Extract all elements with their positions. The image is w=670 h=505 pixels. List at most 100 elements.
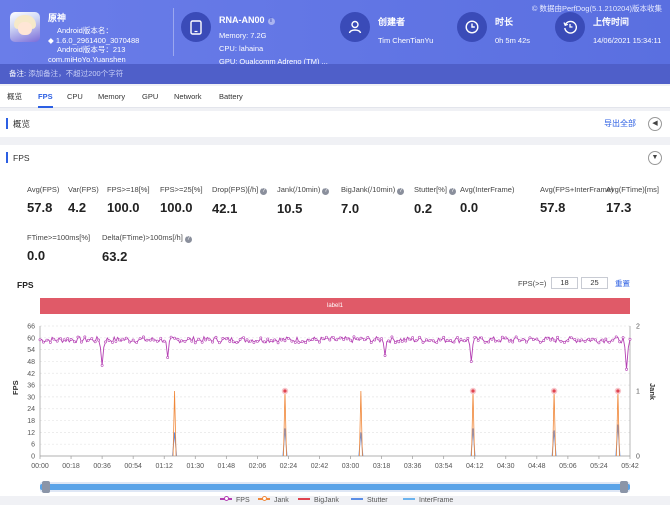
remark-bar[interactable]: 备注: 添加备注，不超过200个字符 [0, 64, 670, 84]
metric-value: 17.3 [606, 200, 632, 215]
x-tick-label: 02:42 [311, 463, 329, 470]
x-tick-label: 01:48 [218, 463, 236, 470]
fps-point [366, 335, 370, 339]
legend-item-fps[interactable]: FPS [220, 496, 250, 505]
metric-11: FTime>=100ms[%] 0.0 [27, 233, 90, 263]
y2-tick-label: 2 [636, 324, 640, 331]
fps-point [69, 337, 73, 341]
y-tick-label: 36 [27, 383, 35, 390]
fps-point [373, 338, 377, 342]
device-memory: Memory: 7.2G [219, 31, 267, 40]
fps-point [293, 340, 297, 344]
fps-point [604, 337, 608, 341]
fps-point [283, 339, 287, 343]
help-icon[interactable]: ? [322, 188, 330, 195]
fps-section: FPS ▼ [0, 145, 670, 496]
fps-point [166, 356, 170, 359]
metric-value: 0.0 [27, 248, 46, 263]
metric-value: 100.0 [107, 200, 140, 215]
metric-0: Avg(FPS) 57.8 [27, 185, 59, 215]
tab-memory[interactable]: Memory [98, 92, 126, 101]
jank-spike [616, 390, 620, 457]
fps-point [569, 336, 573, 340]
chart-title: FPS [17, 280, 34, 290]
chart-legend: FPS Jank BigJank Stutter InterFrame [0, 496, 670, 505]
fps-point [442, 335, 446, 339]
help-icon[interactable]: ? [397, 188, 405, 195]
x-tick-label: 00:00 [31, 463, 49, 470]
fps-point [469, 360, 473, 363]
fps-point [556, 335, 559, 339]
fps-point [352, 335, 356, 339]
metric-label: Avg(FPS+InterFrame) [540, 185, 614, 194]
legend-swatch [351, 498, 363, 500]
legend-item-jank[interactable]: Jank [258, 496, 289, 505]
fps-point [93, 340, 97, 344]
y-tick-label: 18 [27, 418, 35, 425]
fps-point [138, 337, 142, 341]
tab-overview[interactable]: 概览 [7, 92, 22, 101]
fps-point [142, 335, 145, 339]
device-specs: Memory: 7.2G CPU: lahaina GPU: Qualcomm … [219, 29, 328, 68]
fps-point [480, 336, 484, 340]
fps-point [397, 340, 401, 344]
fps-point [390, 335, 394, 339]
remark-input[interactable]: 添加备注，不超过200个字符 [28, 69, 124, 78]
fps-point [190, 339, 194, 343]
fps-point [169, 335, 173, 339]
legend-item-interframe[interactable]: InterFrame [403, 496, 453, 505]
fps-point [511, 340, 515, 344]
export-all-link[interactable]: 导出全部 [604, 119, 636, 128]
tab-cpu[interactable]: CPU [67, 92, 83, 101]
slider-handle-right[interactable] [620, 481, 628, 493]
bigjank-point [552, 389, 556, 393]
metric-8: Avg(InterFrame) 0.0 [460, 185, 514, 215]
user-icon [340, 12, 370, 42]
fps-point [331, 335, 335, 339]
fps-point [559, 339, 563, 343]
label-bar[interactable]: label1 [40, 298, 630, 314]
help-icon[interactable]: ? [184, 236, 192, 243]
fps-point [276, 341, 280, 345]
fps-point [238, 338, 242, 341]
fps-point [542, 339, 546, 342]
collapse-left-icon[interactable]: ◀ [648, 117, 662, 131]
slider-handle-left[interactable] [42, 481, 50, 493]
fps-max-input[interactable]: 25 [581, 277, 608, 289]
fps-point [466, 336, 470, 340]
fps-point [338, 336, 342, 340]
collapse-down-icon[interactable]: ▼ [648, 151, 662, 165]
legend-item-stutter[interactable]: Stutter [351, 496, 388, 505]
fps-min-input[interactable]: 18 [551, 277, 578, 289]
x-tick-label: 02:24 [280, 463, 298, 470]
jank-spike [471, 390, 475, 457]
report-header: © 数据由PerfDog(5.1.210204)版本收集 原神 Android版… [0, 0, 670, 66]
metric-value: 0.0 [460, 200, 479, 215]
metric-7: Stutter[%]? 0.2 [414, 185, 456, 216]
tab-gpu[interactable]: GPU [142, 92, 159, 101]
info-icon[interactable]: i [267, 18, 275, 25]
fps-point [545, 336, 549, 340]
y-axis-title: FPS [11, 380, 20, 395]
help-icon[interactable]: ? [260, 188, 268, 195]
reset-button[interactable]: 重置 [615, 279, 630, 288]
fps-point [307, 338, 311, 342]
tab-network[interactable]: Network [174, 92, 202, 101]
time-range-slider[interactable] [40, 481, 630, 493]
help-icon[interactable]: ? [448, 188, 456, 195]
fps-point [490, 337, 494, 341]
x-tick-label: 04:12 [466, 463, 484, 470]
fps-point [197, 337, 201, 341]
fps-point [242, 336, 245, 340]
legend-item-bigjank[interactable]: BigJank [298, 496, 339, 505]
fps-point [218, 341, 221, 345]
bigjank-point [616, 389, 620, 393]
fps-point [193, 341, 197, 345]
section-marker [6, 118, 8, 129]
fps-point [428, 338, 432, 342]
tab-fps[interactable]: FPS [38, 86, 53, 108]
tab-battery[interactable]: Battery [219, 92, 243, 101]
y-tick-label: 0 [31, 454, 35, 461]
x-tick-label: 03:54 [435, 463, 453, 470]
